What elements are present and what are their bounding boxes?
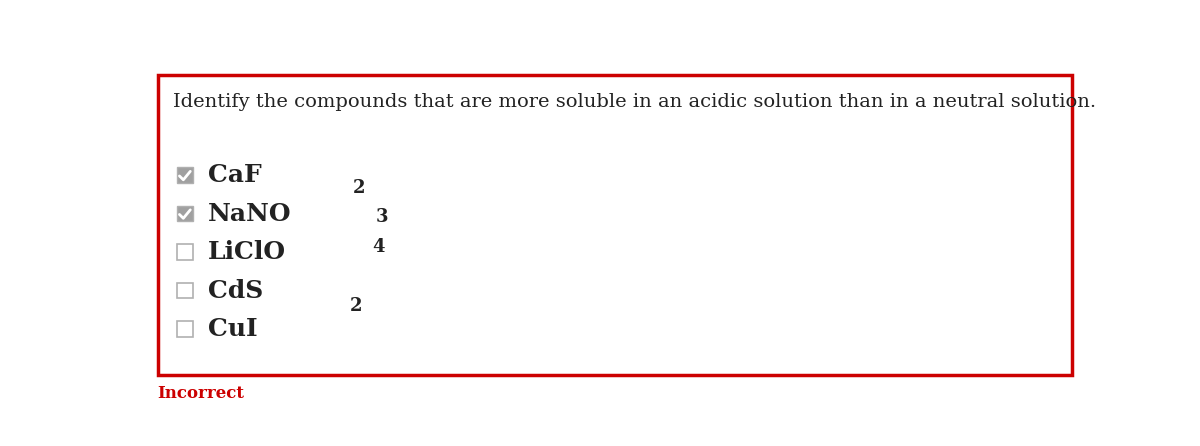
Text: Incorrect: Incorrect: [157, 384, 245, 401]
Text: Identify the compounds that are more soluble in an acidic solution than in a neu: Identify the compounds that are more sol…: [173, 93, 1097, 111]
Text: LiClO: LiClO: [208, 240, 287, 264]
Bar: [178, 244, 193, 260]
Bar: [178, 322, 193, 337]
Bar: [178, 283, 193, 298]
Text: 2: 2: [353, 179, 366, 197]
Text: CdS: CdS: [208, 279, 263, 303]
Text: CaF: CaF: [208, 163, 262, 187]
Bar: [178, 206, 193, 221]
Text: NaNO: NaNO: [208, 202, 292, 226]
Text: 3: 3: [376, 208, 389, 227]
Bar: [157, 75, 1073, 376]
Text: CuI: CuI: [208, 317, 258, 341]
Text: 4: 4: [372, 238, 384, 256]
Bar: [178, 168, 193, 183]
Text: 2: 2: [349, 297, 362, 315]
